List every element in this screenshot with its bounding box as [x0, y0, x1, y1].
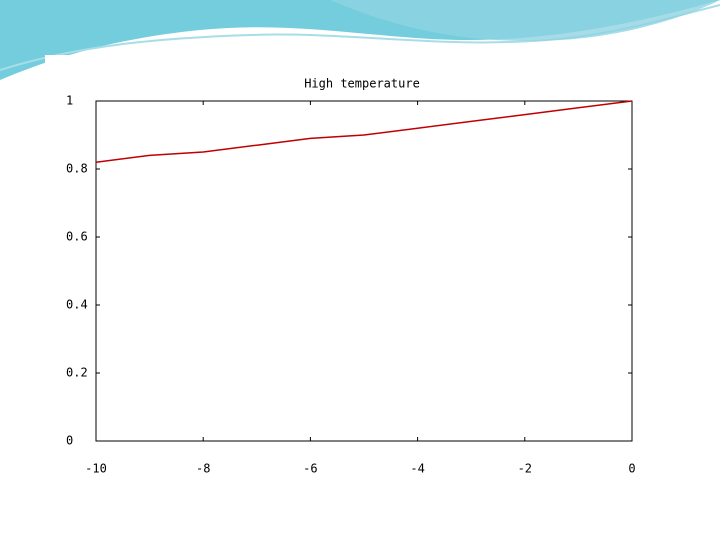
- x-tick-label: -2: [518, 462, 532, 476]
- x-tick-label: -8: [196, 462, 210, 476]
- x-tick-label: -10: [85, 462, 107, 476]
- slide-decoration: [0, 0, 720, 80]
- figure-background: [45, 55, 675, 492]
- x-tick-label: -6: [303, 462, 317, 476]
- y-tick-label: 0: [66, 434, 73, 448]
- swoosh-light: [330, 0, 720, 41]
- y-tick-label: 1: [66, 94, 73, 108]
- x-tick-label: -4: [410, 462, 424, 476]
- plot-frame: [95, 100, 633, 442]
- y-tick-label: 0.6: [66, 230, 88, 244]
- x-tick-label: 0: [628, 462, 635, 476]
- y-tick-label: 0.2: [66, 366, 88, 380]
- data-line: [95, 100, 633, 163]
- y-tick-label: 0.4: [66, 298, 88, 312]
- chart-title: High temperature: [304, 77, 420, 91]
- y-tick-label: 0.8: [66, 162, 88, 176]
